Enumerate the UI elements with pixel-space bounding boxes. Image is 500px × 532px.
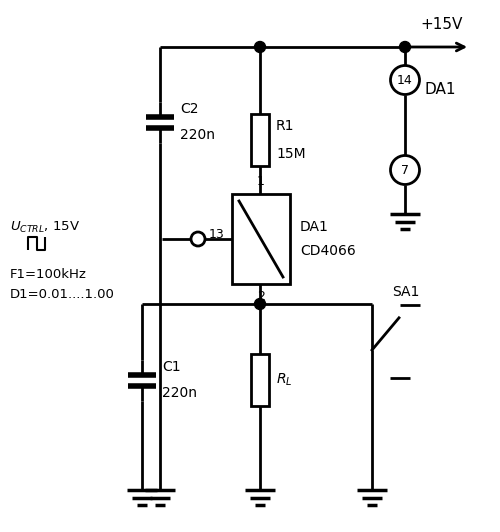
Bar xyxy=(251,114,269,166)
Bar xyxy=(251,354,269,406)
Text: 220n: 220n xyxy=(162,386,197,400)
Text: F1=100kHz: F1=100kHz xyxy=(10,268,87,280)
Text: $R_L$: $R_L$ xyxy=(276,372,292,388)
Text: 15M: 15M xyxy=(276,147,306,161)
Text: $U_{CTRL}$, 15V: $U_{CTRL}$, 15V xyxy=(10,219,80,235)
Text: 13: 13 xyxy=(208,229,224,242)
Text: D1=0.01....1.00: D1=0.01....1.00 xyxy=(10,287,115,301)
Text: 220n: 220n xyxy=(180,128,215,142)
Text: 1: 1 xyxy=(257,175,265,188)
Text: DA1: DA1 xyxy=(425,82,456,97)
Circle shape xyxy=(400,41,410,53)
Text: C2: C2 xyxy=(180,102,199,116)
Circle shape xyxy=(390,155,420,185)
Text: C1: C1 xyxy=(162,360,180,374)
Text: 7: 7 xyxy=(401,163,409,177)
Circle shape xyxy=(191,232,205,246)
Circle shape xyxy=(390,65,420,95)
Text: CD4066: CD4066 xyxy=(300,244,356,258)
Text: R1: R1 xyxy=(276,119,294,133)
Text: 2: 2 xyxy=(257,290,265,303)
Text: SA1: SA1 xyxy=(392,285,419,299)
Circle shape xyxy=(254,298,266,310)
Text: DA1: DA1 xyxy=(300,220,329,234)
Text: +15V: +15V xyxy=(421,17,463,32)
Bar xyxy=(232,194,290,284)
Circle shape xyxy=(254,41,266,53)
Text: 14: 14 xyxy=(397,73,413,87)
